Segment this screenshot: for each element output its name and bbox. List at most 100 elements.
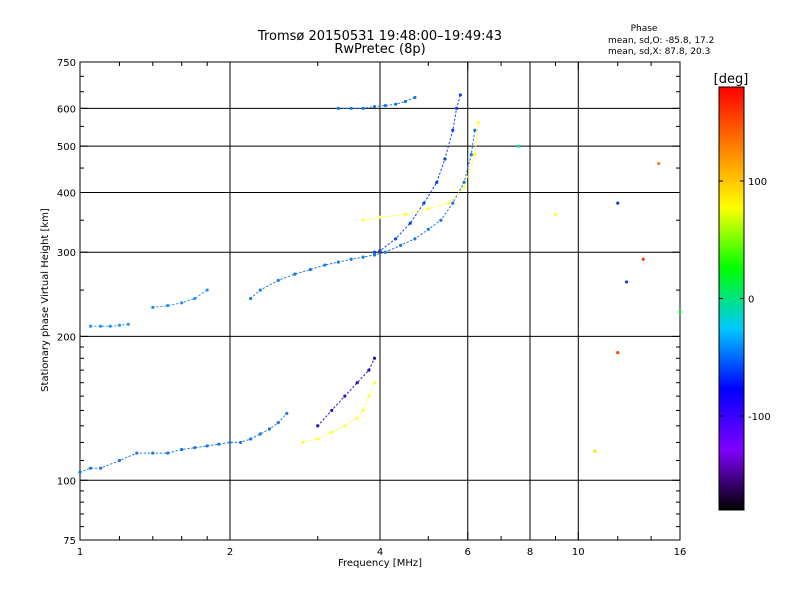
chart-subtitle: RwPretec (8p) <box>334 42 425 57</box>
echo-point <box>316 424 320 428</box>
echo-point <box>403 212 408 216</box>
echo-point <box>447 201 451 205</box>
echo-point <box>451 201 455 205</box>
echo-point <box>349 257 353 261</box>
echo-point <box>361 106 365 110</box>
phase-heading: Phase <box>631 24 658 34</box>
echo-point <box>99 466 103 470</box>
echo-point <box>361 408 365 413</box>
echo-point <box>367 368 371 372</box>
echo-point <box>372 356 377 360</box>
echo-point <box>108 324 112 328</box>
echo-point <box>426 207 430 211</box>
y-tick-label: 100 <box>57 476 76 487</box>
chart-title: Tromsø 20150531 19:48:00–19:49:43 <box>257 29 502 44</box>
echo-point <box>394 237 398 241</box>
echo-trace <box>374 94 461 253</box>
x-tick-label: 16 <box>674 547 687 558</box>
phase-mean-o: mean, sd,O: -85.8, 17.2 <box>608 36 714 46</box>
echo-point <box>293 272 297 276</box>
y-tick-label: 200 <box>57 332 76 343</box>
colorbar-tick-label: 100 <box>748 177 767 188</box>
echo-point <box>205 288 209 292</box>
echo-point <box>349 106 353 110</box>
echo-point <box>378 215 382 219</box>
y-tick-label: 300 <box>57 248 76 259</box>
echo-point <box>367 394 371 398</box>
echo-point <box>422 201 426 205</box>
echo-points <box>78 93 682 474</box>
echo-point <box>435 180 439 184</box>
phase-colorbar: 100 0 -100 <box>718 86 771 511</box>
echo-point <box>228 440 232 445</box>
echo-point <box>180 447 184 452</box>
echo-point <box>267 427 272 431</box>
echo-point <box>276 421 280 425</box>
echo-point <box>323 263 327 267</box>
colorbar-tick-label: 0 <box>748 295 754 306</box>
echo-point <box>193 296 197 301</box>
isolated-echo-point <box>641 257 645 261</box>
echo-point <box>458 93 463 97</box>
echo-point <box>361 255 365 259</box>
echo-point <box>372 381 377 385</box>
echo-point <box>135 451 139 455</box>
echo-trace <box>362 122 479 221</box>
echo-point <box>117 323 122 327</box>
grid-group <box>80 62 680 540</box>
echo-point <box>439 218 443 222</box>
echo-point <box>383 250 387 254</box>
echo-point <box>443 157 447 161</box>
echo-point <box>166 451 170 455</box>
x-tick-label: 1 <box>77 547 83 558</box>
echo-point <box>355 381 359 385</box>
y-tick-label: 400 <box>57 188 76 199</box>
echo-point <box>301 440 305 445</box>
echo-point <box>473 128 477 132</box>
echo-point <box>469 153 473 157</box>
echo-trace <box>250 129 476 299</box>
echo-point <box>413 237 417 241</box>
echo-point <box>88 466 93 470</box>
echo-point <box>276 278 280 282</box>
echo-point <box>151 451 155 455</box>
isolated-echo-point <box>593 449 597 453</box>
x-axis-label: Frequency [MHz] <box>338 558 422 569</box>
echo-point <box>476 121 480 125</box>
echo-point <box>316 437 320 441</box>
echo-point <box>217 442 221 446</box>
echo-point <box>180 301 184 305</box>
echo-point <box>88 324 93 328</box>
echo-point <box>462 185 466 189</box>
isolated-echo-point <box>517 144 521 148</box>
colorbar-label: [deg] <box>714 72 749 87</box>
echo-point <box>249 296 253 301</box>
echo-point <box>330 430 334 434</box>
phase-mean-x: mean, sd,X: 87.8, 20.3 <box>608 47 710 57</box>
isolated-echo-point <box>553 212 558 216</box>
y-axis-label: Stationary phase Virtual Height [km] <box>40 208 51 392</box>
echo-point <box>205 444 209 448</box>
ticks-group: 1 2 4 6 8 10 16 75 100 200 300 400 500 600 750 <box>57 58 686 558</box>
echo-point <box>336 106 340 110</box>
echo-point <box>383 103 387 108</box>
x-tick-label: 4 <box>377 547 383 558</box>
y-tick-label: 500 <box>57 142 76 153</box>
echo-point <box>336 260 340 264</box>
isolated-echo-point <box>657 161 661 166</box>
echo-point <box>258 432 262 436</box>
y-tick-label: 750 <box>57 58 76 69</box>
echo-trace <box>317 357 375 427</box>
x-tick-label: 10 <box>572 547 585 558</box>
echo-trace <box>79 412 288 473</box>
isolated-echo-point <box>678 310 682 314</box>
x-tick-label: 8 <box>527 547 533 558</box>
echo-point <box>413 95 417 100</box>
echo-point <box>426 227 430 231</box>
echo-point <box>99 324 103 328</box>
echo-point <box>343 394 347 398</box>
echo-point <box>372 253 377 257</box>
echo-point <box>372 250 377 254</box>
y-tick-label: 600 <box>57 104 76 115</box>
